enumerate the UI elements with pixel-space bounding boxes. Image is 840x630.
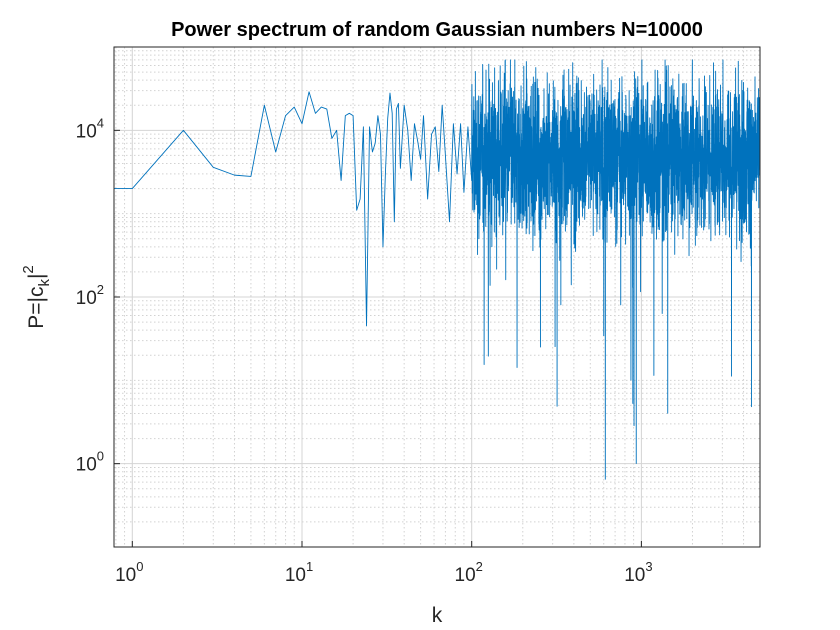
y-tick-label: 104 (76, 115, 104, 142)
y-axis-label: P=|ck|2 (20, 265, 53, 329)
y-axis-ticks: 100 102 104 (76, 115, 120, 476)
chart-title: Power spectrum of random Gaussian number… (171, 19, 703, 41)
series-layer (114, 59, 760, 480)
series-power-spectrum-line (114, 59, 760, 480)
y-axis-label-subscript: k (36, 279, 53, 287)
x-axis-label: k (432, 604, 443, 627)
y-tick-label: 102 (76, 282, 104, 309)
x-axis-ticks: 100 101 102 103 (115, 541, 653, 586)
x-tick-label: 103 (624, 559, 652, 586)
x-tick-label: 102 (455, 559, 483, 586)
x-tick-label: 101 (285, 559, 313, 586)
y-axis-label-bar: | (25, 274, 48, 279)
y-axis-label-superscript: 2 (20, 265, 37, 273)
y-axis-label-base: P=|c (25, 287, 48, 329)
x-tick-label: 100 (115, 559, 143, 586)
y-tick-label: 100 (76, 449, 104, 476)
